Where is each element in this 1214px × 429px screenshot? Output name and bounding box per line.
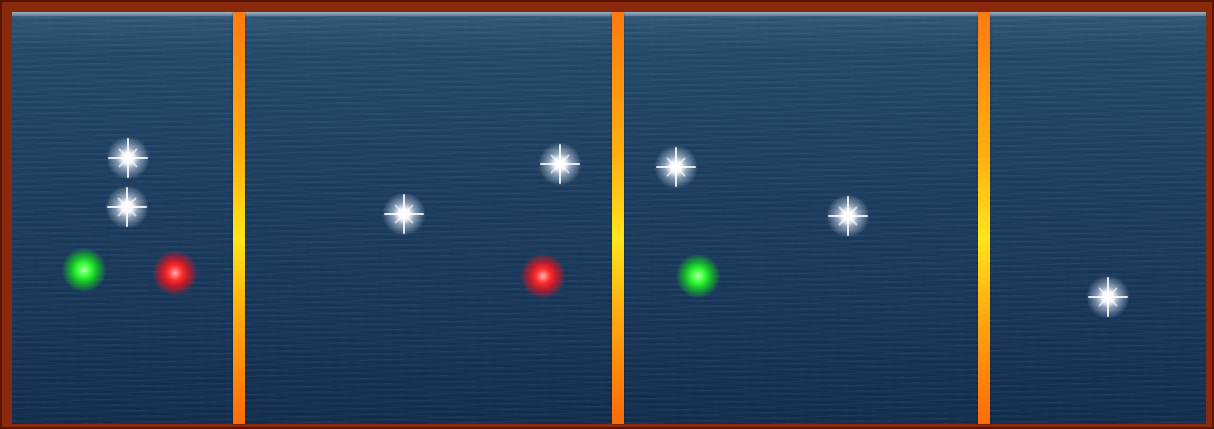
sea-background — [12, 12, 1206, 424]
panel-divider-3 — [978, 12, 990, 424]
horizon-line — [12, 12, 1206, 16]
panel-divider-1 — [233, 12, 245, 424]
panel-divider-2 — [612, 12, 624, 424]
